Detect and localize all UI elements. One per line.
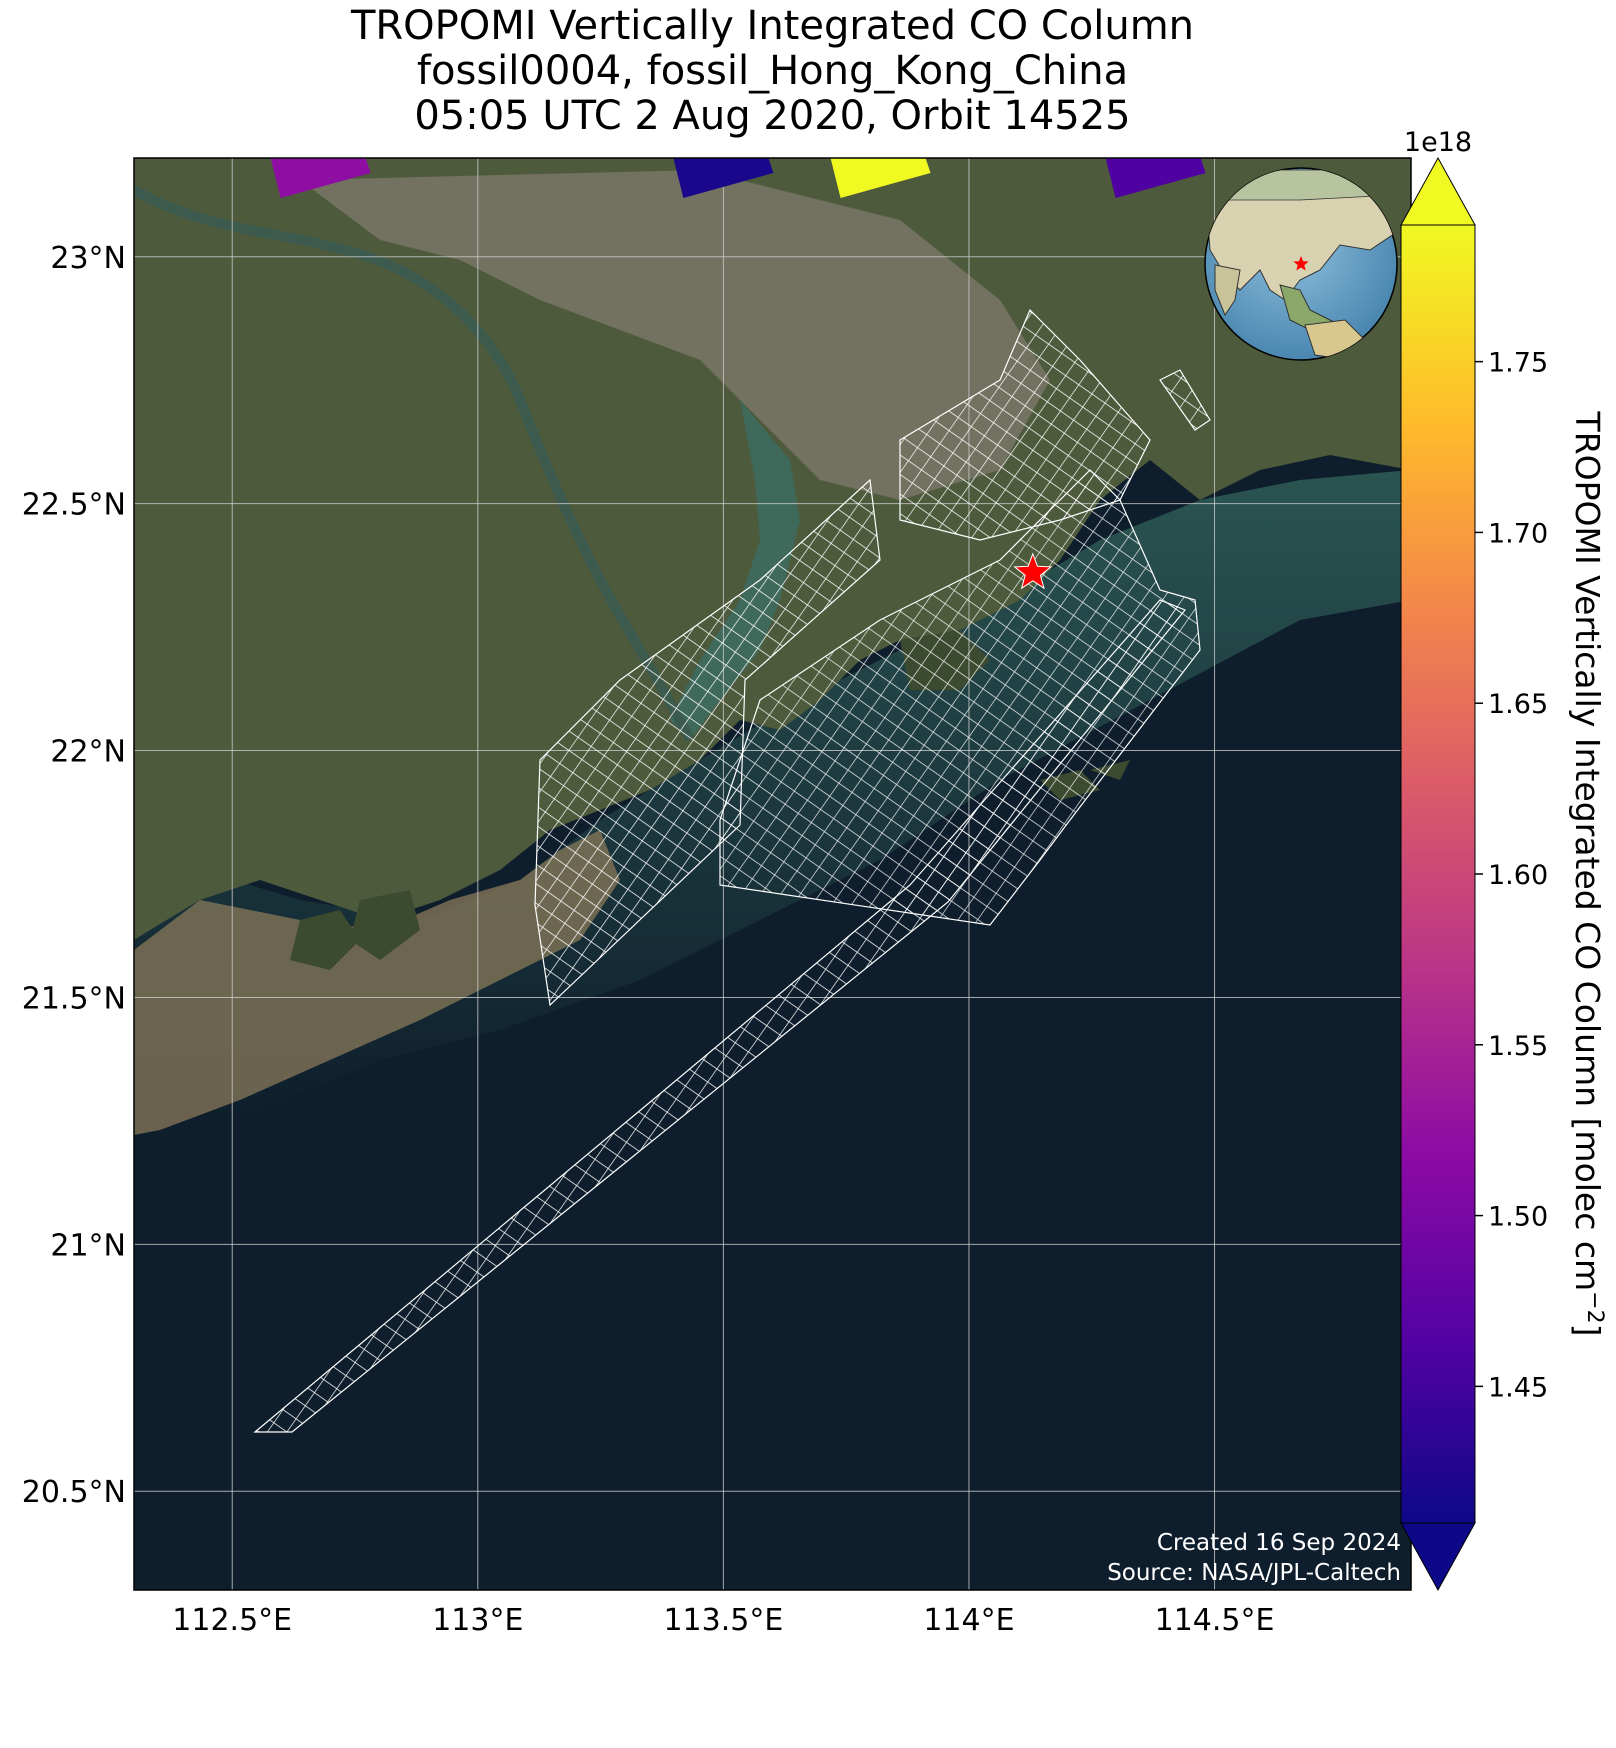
lon-tick-label: 112.5°E	[172, 1603, 292, 1638]
map-title-line-2: fossil0004, fossil_Hong_Kong_China	[416, 48, 1129, 94]
credit-created: Created 16 Sep 2024	[1156, 1530, 1401, 1556]
colorbar-tick-label: 1.75	[1488, 348, 1548, 379]
colorbar-multiplier: 1e18	[1404, 127, 1472, 158]
colorbar-tick-label: 1.50	[1488, 1202, 1548, 1233]
islands-west	[290, 890, 420, 970]
co-pixel	[673, 158, 774, 198]
footprint-small-east	[1159, 369, 1211, 431]
footprint-swath-west	[534, 478, 881, 1007]
tropomi-footprints	[253, 308, 1211, 1433]
globe-india	[1214, 264, 1241, 317]
latitude-tick-labels: 20.5°N 21°N 21.5°N 22°N 22.5°N 23°N	[22, 241, 126, 1510]
muddy-coast-west	[134, 830, 620, 1135]
colorbar-extend-max	[1400, 156, 1476, 226]
lon-tick-label: 113.5°E	[663, 1603, 783, 1638]
longitude-tick-labels: 112.5°E 113°E 113.5°E 114°E 114.5°E	[172, 1603, 1274, 1638]
river-west	[134, 185, 695, 743]
credit-source: Source: NASA/JPL-Caltech	[1107, 1560, 1401, 1586]
colorbar-tick-label: 1.65	[1488, 689, 1548, 720]
lat-tick-label: 20.5°N	[22, 1475, 126, 1510]
star-icon	[1013, 552, 1053, 590]
co-pixels-top	[270, 158, 1206, 198]
colorbar: 1.45 1.50 1.55 1.60 1.65 1.70 1.75 1e18 TROPOM…	[1400, 127, 1608, 1592]
target-site-star	[1013, 552, 1053, 590]
star-icon	[1293, 256, 1309, 271]
lon-tick-label: 114°E	[923, 1603, 1014, 1638]
colorbar-tick-label: 1.45	[1488, 1372, 1548, 1403]
colorbar-tick-label: 1.70	[1488, 518, 1548, 549]
colorbar-gradient	[1400, 224, 1476, 1524]
colorbar-label: TROPOMI Vertically Integrated CO Column …	[1568, 411, 1608, 1337]
co-pixel	[270, 158, 371, 198]
colorbar-tick-label: 1.55	[1488, 1031, 1548, 1062]
colorbar-ticks: 1.45 1.50 1.55 1.60 1.65 1.70 1.75	[1475, 348, 1548, 1403]
globe-site-star	[1293, 256, 1309, 271]
footprint-swath-middle	[719, 469, 1201, 926]
lat-tick-label: 23°N	[50, 241, 126, 276]
co-pixel	[1105, 158, 1206, 198]
colorbar-tick-label: 1.60	[1488, 860, 1548, 891]
co-pixel	[830, 158, 931, 198]
urban-area	[300, 170, 1050, 500]
lat-tick-label: 22°N	[50, 735, 126, 770]
colorbar-extend-min	[1400, 1522, 1476, 1592]
map-title-line-1: TROPOMI Vertically Integrated CO Column	[350, 3, 1195, 49]
lat-tick-label: 21°N	[50, 1228, 126, 1263]
lon-tick-label: 113°E	[432, 1603, 523, 1638]
pearl-river-estuary	[670, 400, 800, 740]
inset-globe	[1204, 167, 1398, 361]
footprint-swath-north	[899, 308, 1151, 541]
lon-tick-label: 114.5°E	[1155, 1603, 1275, 1638]
map-title-line-3: 05:05 UTC 2 Aug 2020, Orbit 14525	[414, 93, 1131, 139]
lat-tick-label: 22.5°N	[22, 488, 126, 523]
lat-tick-label: 21.5°N	[22, 981, 126, 1016]
